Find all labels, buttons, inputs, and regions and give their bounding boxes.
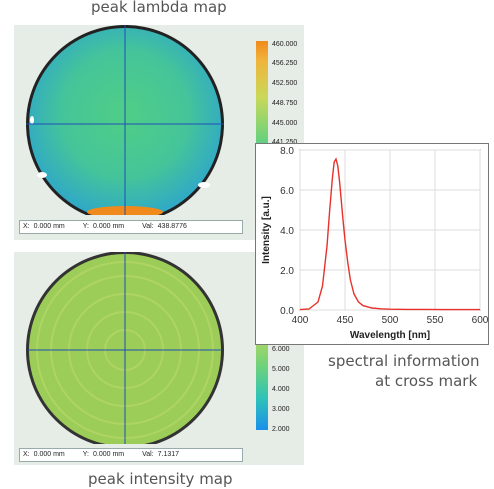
lambda-colorbar-tick: 441.250 [272, 139, 297, 146]
lambda-colorbar-tick: 448.750 [272, 100, 298, 107]
lambda-colorbar-tick: 452.500 [272, 80, 298, 87]
lambda-colorbar-tick: 445.000 [272, 120, 298, 127]
y-value: 0.000 mm [92, 451, 125, 458]
edge-artifact [198, 182, 210, 188]
spectral-caption-line1: spectral information [328, 352, 480, 370]
lambda-colorbar-tick: 460.000 [272, 41, 298, 48]
intensity-colorbar-tick: 5.000 [272, 366, 290, 373]
lambda-colorbar-tick: 456.250 [272, 60, 298, 67]
peak-intensity-map-panel: X: 0.000 mm Y: 0.000 mm Val: 7.1317 6.00… [14, 252, 304, 465]
val-value: 438.8776 [157, 223, 187, 230]
peak-lambda-caption: peak lambda map [91, 0, 227, 16]
y-tick-label: 0.0 [280, 306, 294, 317]
peak-intensity-caption: peak intensity map [88, 470, 233, 488]
y-axis-label: Intensity [a.u.] [261, 196, 272, 264]
x-tick-label: 500 [382, 315, 399, 326]
intensity-colorbar-tick: 6.000 [272, 346, 290, 353]
y-label: Y: [82, 223, 89, 230]
intensity-status-bar: X: 0.000 mm Y: 0.000 mm Val: 7.1317 [19, 448, 243, 462]
x-value: 0.000 mm [33, 451, 65, 458]
val-label: Val: [142, 451, 154, 458]
val-value: 7.1317 [157, 451, 180, 458]
lambda-status-bar: X: 0.000 mm Y: 0.000 mm Val: 438.8776 [19, 220, 243, 234]
x-tick-label: 600 [472, 315, 488, 326]
y-label: Y: [82, 451, 89, 458]
intensity-colorbar-tick: 4.000 [272, 386, 290, 393]
x-tick-label: 400 [292, 315, 309, 326]
spectrum-chart[interactable]: 400 450 500 550 600 0.0 2.0 4.0 6.0 8.0 Wavelength… [256, 144, 489, 344]
spectrum-line [299, 157, 480, 311]
x-label: X: [23, 451, 30, 458]
x-tick-label: 550 [427, 315, 444, 326]
y-tick-label: 8.0 [280, 146, 294, 157]
y-value: 0.000 mm [92, 223, 125, 230]
x-label: X: [23, 223, 30, 230]
y-tick-label: 4.0 [280, 226, 294, 237]
intensity-colorbar-tick: 2.000 [272, 426, 290, 433]
intensity-wafer-map[interactable] [14, 252, 304, 465]
x-axis-label: Wavelength [nm] [350, 330, 430, 341]
intensity-colorbar-tick: 3.000 [272, 406, 290, 413]
peak-lambda-map-panel: X: 0.000 mm Y: 0.000 mm Val: 438.8776 46… [14, 25, 304, 240]
edge-artifact [30, 116, 34, 124]
spectral-caption-line2: at cross mark [375, 372, 478, 390]
val-label: Val: [142, 223, 154, 230]
lambda-wafer-map[interactable] [14, 25, 304, 240]
edge-artifact [37, 172, 47, 178]
y-tick-label: 2.0 [280, 266, 294, 277]
x-tick-label: 450 [337, 315, 354, 326]
x-value: 0.000 mm [33, 223, 65, 230]
spectrum-panel: 400 450 500 550 600 0.0 2.0 4.0 6.0 8.0 Wavelength… [255, 143, 489, 345]
y-tick-label: 6.0 [280, 186, 294, 197]
